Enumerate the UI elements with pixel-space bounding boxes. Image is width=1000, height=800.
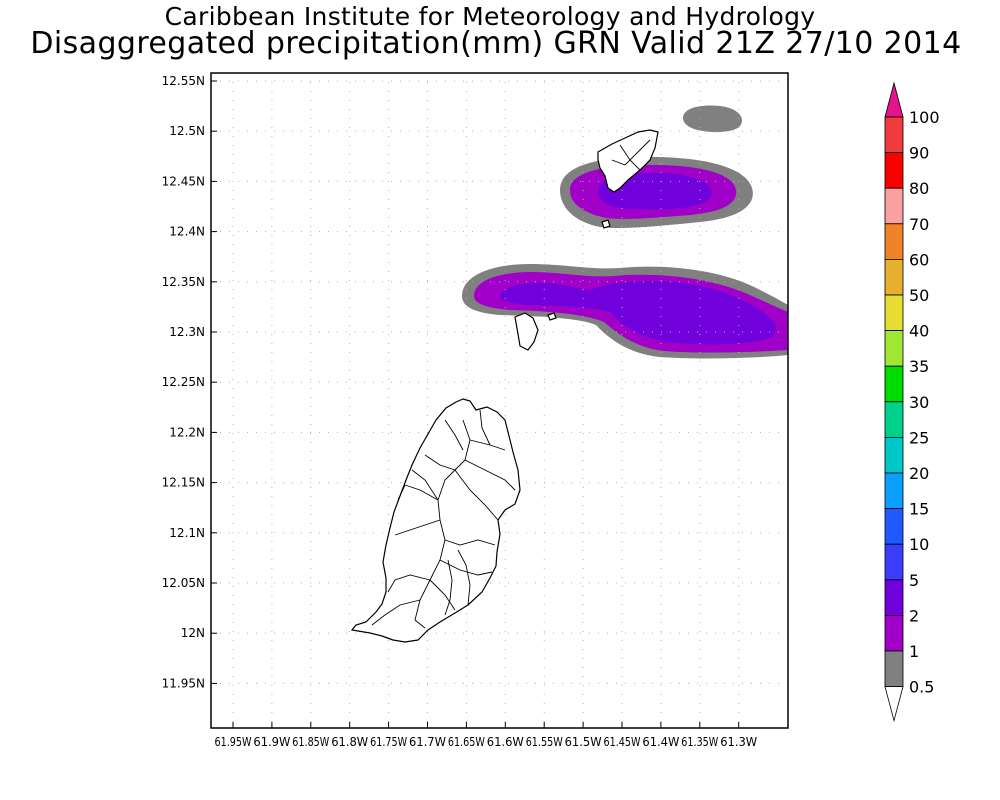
colorbar-label: 15 — [909, 500, 929, 519]
colorbar: 100 90 80 70 60 50 40 35 30 25 20 15 10 5 2 1 0.5 — [884, 81, 940, 723]
boundary-line — [454, 469, 499, 521]
colorbar-label: 40 — [909, 322, 929, 341]
small-island-1 — [514, 312, 539, 351]
boundary-line — [439, 559, 493, 576]
colorbar-label: 25 — [909, 428, 929, 447]
boundary-line — [414, 419, 471, 621]
lat-tick-label: 12.25N — [162, 375, 205, 389]
colorbar-label: 100 — [909, 108, 940, 127]
lat-tick-label: 11.95N — [162, 676, 205, 690]
boundary-line — [479, 409, 491, 446]
lat-tick-label: 12.5N — [169, 124, 205, 138]
boundary-line — [394, 519, 441, 536]
colorbar-label: 60 — [909, 250, 929, 269]
boundary-line — [371, 599, 421, 626]
grenada-island — [350, 398, 521, 643]
boundary-line — [414, 619, 426, 629]
colorbar-swatch — [884, 365, 904, 403]
boundary-line — [457, 549, 471, 606]
colorbar-swatch — [884, 223, 904, 260]
lat-tick-label: 12.35N — [162, 275, 205, 289]
lat-tick-label: 12.05N — [162, 576, 205, 590]
colorbar-swatch — [884, 543, 904, 581]
boundary-line — [444, 419, 464, 451]
colorbar-swatch — [884, 436, 904, 474]
colorbar-label: 5 — [909, 571, 919, 590]
lat-tick-label: 12.55N — [162, 74, 205, 88]
precip-area-gray-small — [683, 105, 742, 133]
colorbar-swatch — [884, 187, 904, 225]
lon-tick-label: 61.35W — [681, 735, 718, 749]
colorbar-top-arrow — [884, 81, 904, 118]
colorbar-label: 80 — [909, 179, 929, 198]
boundary-line — [444, 559, 453, 616]
colorbar-label: 30 — [909, 393, 929, 412]
lon-tick-label: 61.75W — [370, 735, 407, 749]
latitude-axis: 12.55N 12.5N 12.45N 12.4N 12.35N 12.3N 12.25N 1… — [162, 74, 217, 690]
lat-tick-label: 12.4N — [169, 225, 205, 239]
lat-tick-label: 12.2N — [169, 425, 205, 439]
colorbar-label: 70 — [909, 215, 929, 234]
colorbar-swatch — [884, 508, 904, 545]
chart-title: Caribbean Institute for Meteorology and … — [164, 2, 816, 31]
lon-tick-label: 61.5W — [565, 735, 602, 749]
lon-tick-label: 61.9W — [253, 735, 290, 749]
boundary-line — [387, 574, 431, 593]
colorbar-swatch — [884, 401, 904, 438]
lat-tick-label: 12.45N — [162, 174, 205, 188]
boundary-line — [424, 454, 456, 471]
lon-tick-label: 61.85W — [292, 735, 329, 749]
lon-tick-label: 61.8W — [331, 735, 368, 749]
colorbar-swatch — [884, 116, 904, 153]
small-island-2 — [601, 219, 611, 229]
boundary-line — [611, 139, 651, 166]
lon-tick-label: 61.65W — [448, 735, 485, 749]
colorbar-swatch — [884, 615, 904, 652]
chart-subtitle: Disaggregated precipitation(mm) GRN Vali… — [30, 26, 962, 61]
lon-tick-label: 61.6W — [487, 735, 524, 749]
colorbar-label: 2 — [909, 606, 919, 625]
lon-tick-label: 61.4W — [642, 735, 679, 749]
island-internal-boundaries — [371, 139, 651, 629]
precipitation-areas — [462, 105, 788, 359]
colorbar-label: 0.5 — [909, 678, 934, 697]
colorbar-swatch — [884, 472, 904, 509]
lat-tick-label: 12N — [181, 626, 205, 640]
boundary-line — [429, 579, 456, 611]
boundary-line — [397, 484, 439, 501]
colorbar-label: 50 — [909, 286, 929, 305]
boundary-line — [411, 469, 439, 501]
lat-tick-label: 12.3N — [169, 325, 205, 339]
colorbar-swatch — [884, 294, 904, 331]
colorbar-label: 10 — [909, 535, 929, 554]
lon-tick-label: 61.7W — [409, 735, 446, 749]
boundary-line — [464, 459, 516, 491]
lat-tick-label: 12.1N — [169, 526, 205, 540]
lon-tick-label: 61.45W — [604, 735, 641, 749]
longitude-axis: 61.95W 61.9W 61.85W 61.8W 61.75W 61.7W 61.65W 6… — [215, 722, 757, 749]
small-island-3 — [547, 312, 557, 321]
lat-tick-label: 12.15N — [162, 476, 205, 490]
colorbar-label: 90 — [909, 144, 929, 163]
colorbar-swatch — [884, 152, 904, 189]
plot-frame — [210, 72, 789, 729]
colorbar-swatch — [884, 330, 904, 367]
colorbar-label: 20 — [909, 464, 929, 483]
lon-tick-label: 61.3W — [720, 735, 757, 749]
colorbar-swatch — [884, 579, 904, 616]
colorbar-label: 35 — [909, 357, 929, 376]
lon-tick-label: 61.55W — [526, 735, 563, 749]
colorbar-swatch — [884, 650, 904, 687]
boundary-line — [444, 539, 496, 546]
lon-tick-label: 61.95W — [215, 735, 252, 749]
colorbar-bottom-arrow — [884, 686, 904, 723]
colorbar-swatch — [884, 258, 904, 296]
precip-area-inner-lower — [500, 280, 777, 345]
colorbar-label: 1 — [909, 642, 919, 661]
